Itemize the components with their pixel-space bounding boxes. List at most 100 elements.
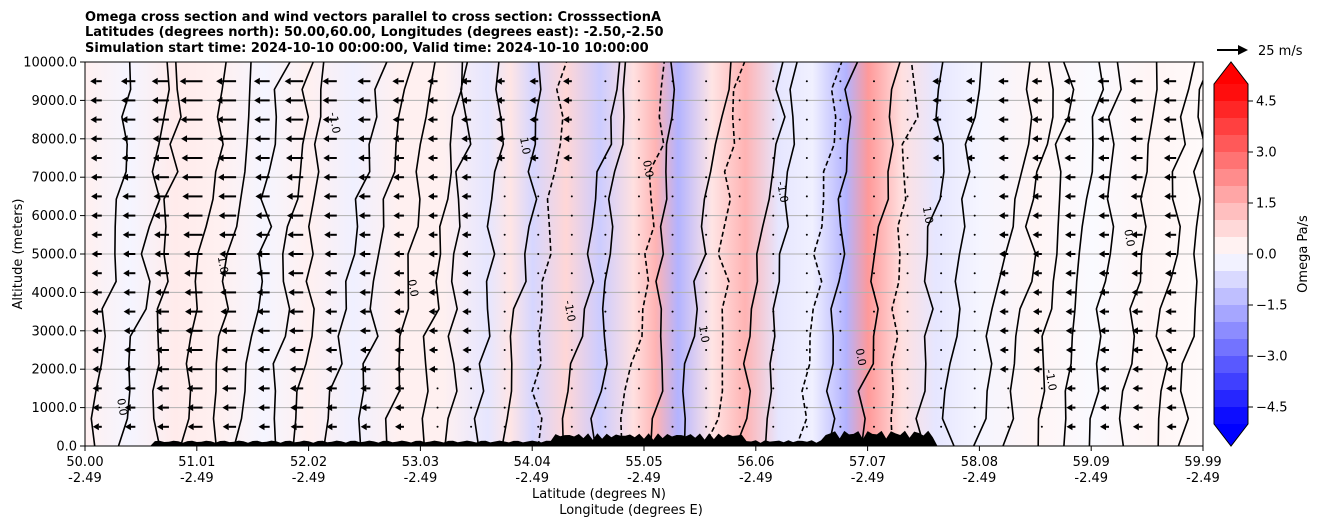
wind-vector-head xyxy=(428,327,435,335)
wind-vector-head xyxy=(1099,404,1106,412)
wind-vector-head xyxy=(1063,77,1070,85)
wind-vector xyxy=(503,195,506,198)
wind-vector xyxy=(637,137,640,140)
wind-vector-head xyxy=(1132,423,1139,431)
wind-vector-head xyxy=(123,269,130,277)
wind-vector-head xyxy=(1099,308,1106,316)
wind-vector-head xyxy=(1097,135,1104,143)
wind-vector xyxy=(940,214,943,217)
contour-line xyxy=(1088,62,1122,446)
wind-vector-head xyxy=(152,154,159,162)
wind-vector-head xyxy=(1099,384,1106,392)
wind-vector xyxy=(839,157,842,159)
wind-vector xyxy=(839,310,842,313)
wind-vector xyxy=(906,291,909,294)
wind-vector xyxy=(537,368,540,371)
wind-vector-head xyxy=(428,212,435,220)
wind-vector-head xyxy=(428,250,435,258)
wind-vector xyxy=(671,214,674,217)
wind-vector-head xyxy=(325,327,332,335)
wind-vector-head xyxy=(1032,173,1039,181)
wind-vector-head xyxy=(1033,365,1040,373)
wind-vector-head xyxy=(182,192,189,200)
wind-vector xyxy=(738,214,741,217)
wind-vector xyxy=(805,272,808,275)
wind-vector xyxy=(604,99,607,102)
y-tick-label: 8000.0 xyxy=(32,132,78,147)
contour-line xyxy=(1155,62,1196,446)
wind-vector xyxy=(805,233,808,236)
colorbar-outline xyxy=(1213,61,1249,447)
wind-vector-head xyxy=(428,308,435,316)
wind-vector-head xyxy=(392,154,399,162)
x-tick-label-lat: 55.05 xyxy=(625,455,662,470)
y-axis-label: Altitude (meters) xyxy=(11,199,26,310)
wind-vector-head xyxy=(394,404,401,412)
wind-vector xyxy=(839,118,842,121)
wind-vector-head xyxy=(1164,231,1171,239)
y-tick-label: 0.0 xyxy=(56,440,77,455)
wind-vector xyxy=(503,387,506,390)
wind-vector-head xyxy=(395,423,402,431)
wind-vector-head xyxy=(91,288,98,296)
x-axis: 50.00-2.4951.01-2.4952.02-2.4953.03-2.49… xyxy=(66,446,1222,486)
wind-vector-head xyxy=(218,192,225,200)
wind-vector-head xyxy=(1163,77,1170,85)
wind-vector-head xyxy=(998,96,1005,104)
wind-vector xyxy=(537,425,540,428)
wind-vector xyxy=(503,233,506,236)
wind-vector-head xyxy=(287,231,294,239)
colorbar-extend-max xyxy=(1214,62,1248,84)
wind-vector-head xyxy=(357,96,364,104)
wind-vector-head xyxy=(999,269,1006,277)
wind-vector-head xyxy=(92,423,99,431)
wind-vector xyxy=(738,406,741,409)
contour-line xyxy=(357,62,414,446)
wind-vector xyxy=(738,157,741,159)
wind-vector-head xyxy=(461,135,468,143)
contour-line xyxy=(421,62,464,446)
wind-vector xyxy=(738,349,741,351)
wind-vector xyxy=(705,137,708,140)
wind-vector xyxy=(906,233,909,236)
wind-vector xyxy=(738,233,741,236)
colorbar-segment xyxy=(1214,305,1248,323)
wind-vector-head xyxy=(1163,96,1170,104)
contour-line xyxy=(292,62,325,446)
wind-vector-head xyxy=(1130,135,1137,143)
chart-title: Omega cross section and wind vectors par… xyxy=(85,10,664,56)
contour-line xyxy=(1063,62,1105,446)
wind-vector-head xyxy=(1031,77,1038,85)
wind-vector xyxy=(872,195,875,198)
wind-vector-head xyxy=(461,116,468,124)
wind-vector-head xyxy=(462,288,469,296)
wind-vector xyxy=(705,157,708,159)
wind-vector-head xyxy=(323,212,330,220)
wind-vector xyxy=(738,310,741,313)
wind-vector-head xyxy=(289,384,296,392)
wind-vector-head xyxy=(1100,423,1107,431)
wind-vector xyxy=(570,329,573,332)
wind-vector-head xyxy=(1165,346,1172,354)
wind-vector-head xyxy=(496,135,503,143)
contour-line xyxy=(590,62,627,446)
wind-vector-head xyxy=(254,154,261,162)
wind-vector xyxy=(906,272,909,275)
wind-vector-head xyxy=(1132,365,1139,373)
wind-vector-head xyxy=(123,288,130,296)
wind-vector-head xyxy=(358,173,365,181)
wind-vector-head xyxy=(999,288,1006,296)
wind-vector-head xyxy=(1129,77,1136,85)
wind-vector xyxy=(503,329,506,332)
wind-vector xyxy=(671,272,674,275)
wind-vector-head xyxy=(1163,135,1170,143)
wind-vector xyxy=(805,406,808,409)
wind-vector-head xyxy=(254,116,261,124)
wind-vector xyxy=(906,310,909,313)
wind-vector xyxy=(503,253,506,255)
wind-vector-head xyxy=(1099,365,1106,373)
wind-vector-head xyxy=(1131,231,1138,239)
wind-vector xyxy=(772,272,775,275)
wind-vector-head xyxy=(1033,327,1040,335)
wind-vector xyxy=(973,406,976,409)
